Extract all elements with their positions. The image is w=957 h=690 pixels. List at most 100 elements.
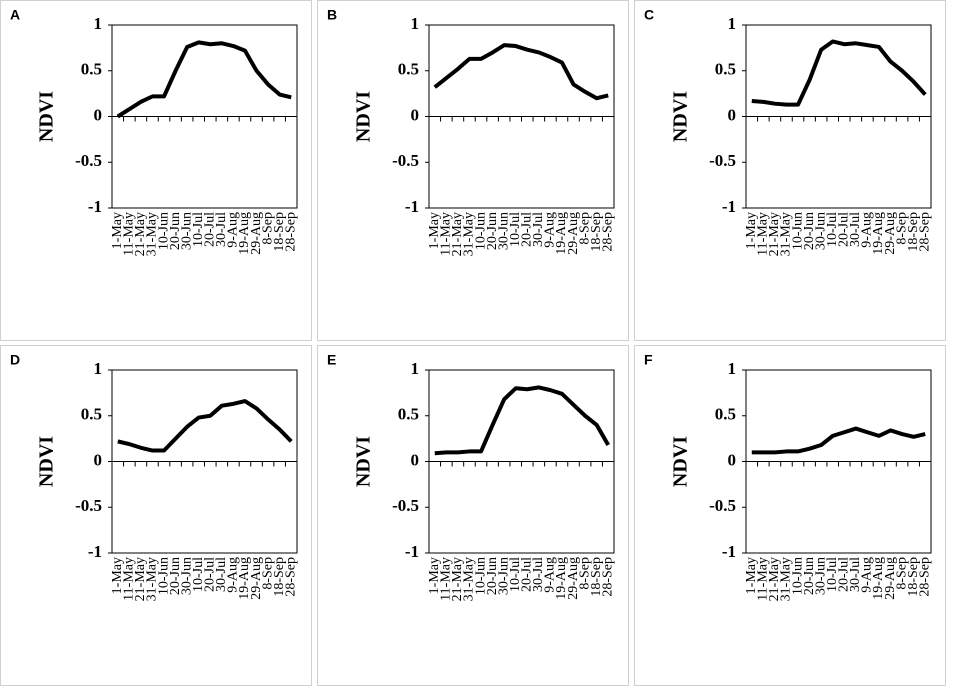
x-tick-label: 29-Aug	[249, 212, 264, 255]
x-tick-label: 30-Jul	[848, 557, 863, 592]
x-tick-label: 9-Aug	[226, 557, 241, 593]
ndvi-line	[116, 40, 292, 119]
x-tick-label: 28-Sep	[600, 212, 615, 252]
panel: DNDVI-1-0.500.511-May11-May21-May31-May1…	[0, 345, 312, 686]
x-tick-label: 1-May	[427, 557, 442, 594]
panel-label: A	[10, 7, 20, 23]
x-tick-label: 18-Sep	[589, 557, 604, 597]
x-tick-label: 31-May	[462, 557, 477, 601]
x-tick-label: 19-Aug	[237, 557, 252, 600]
x-tick-label: 20-Jun	[802, 212, 817, 250]
panel-border	[634, 0, 946, 341]
y-tick-label: 0	[411, 105, 420, 124]
x-tick-label: 1-May	[427, 212, 442, 249]
ndvi-line	[751, 39, 927, 107]
y-tick-label: -0.5	[75, 496, 102, 515]
x-tick-label: 11-May	[439, 212, 454, 256]
y-tick-label: -1	[88, 542, 102, 561]
x-tick-label: 31-May	[462, 212, 477, 256]
x-tick-label: 20-Jul	[520, 557, 535, 592]
y-tick-label: -0.5	[392, 496, 419, 515]
x-tick-label: 29-Aug	[566, 557, 581, 600]
x-tick-label: 20-Jun	[168, 212, 183, 250]
x-tick-label: 31-May	[145, 212, 160, 256]
x-tick-label: 30-Jun	[813, 212, 828, 250]
y-tick-label: -0.5	[392, 151, 419, 170]
y-tick-label: 0.5	[398, 405, 419, 424]
x-tick-label: 10-Jun	[473, 212, 488, 250]
y-axis-label: NDVI	[670, 436, 692, 487]
y-tick-label: -1	[722, 197, 736, 216]
panel: CNDVI-1-0.500.511-May11-May21-May31-May1…	[634, 0, 946, 341]
x-tick-label: 8-Sep	[260, 212, 275, 245]
x-tick-label: 8-Sep	[894, 212, 909, 245]
x-tick-label: 31-May	[779, 557, 794, 601]
x-tick-label: 28-Sep	[917, 212, 932, 252]
x-tick-label: 30-Jul	[848, 212, 863, 247]
x-tick-label: 18-Sep	[272, 212, 287, 252]
y-tick-label: 0	[411, 450, 420, 469]
x-tick-label: 30-Jun	[496, 557, 511, 595]
x-tick-label: 1-May	[744, 212, 759, 249]
x-tick-label: 18-Sep	[589, 212, 604, 252]
x-tick-label: 28-Sep	[917, 557, 932, 597]
x-tick-label: 29-Aug	[566, 212, 581, 255]
y-tick-label: -0.5	[75, 151, 102, 170]
x-tick-label: 30-Jul	[531, 212, 546, 247]
y-tick-label: -1	[88, 197, 102, 216]
x-tick-label: 9-Aug	[543, 557, 558, 593]
ndvi-line	[117, 399, 293, 453]
x-tick-label: 1-May	[110, 212, 125, 249]
ndvi-line	[434, 385, 610, 456]
x-tick-label: 11-May	[756, 557, 771, 601]
x-tick-label: 9-Aug	[543, 212, 558, 248]
panel: ANDVI-1-0.500.511-May11-May21-May31-May1…	[0, 0, 312, 341]
y-tick-label: 1	[94, 359, 103, 378]
panel: BNDVI-1-0.500.511-May11-May21-May31-May1…	[317, 0, 629, 341]
x-tick-label: 31-May	[145, 557, 160, 601]
panel-label: B	[327, 7, 337, 23]
y-tick-label: 0.5	[81, 405, 102, 424]
y-axis-label: NDVI	[36, 91, 58, 142]
panel-label: D	[10, 352, 20, 368]
x-tick-label: 19-Aug	[554, 212, 569, 255]
x-tick-label: 20-Jun	[802, 557, 817, 595]
x-tick-label: 30-Jun	[179, 557, 194, 595]
x-tick-label: 30-Jun	[813, 557, 828, 595]
x-tick-label: 1-May	[744, 557, 759, 594]
y-axis-label: NDVI	[353, 91, 375, 142]
x-tick-label: 21-May	[450, 212, 465, 256]
x-tick-label: 30-Jul	[214, 557, 229, 592]
y-tick-label: 0.5	[715, 405, 736, 424]
x-tick-label: 21-May	[133, 557, 148, 601]
x-tick-label: 10-Jul	[191, 212, 206, 247]
panel-label: F	[644, 352, 653, 368]
x-tick-label: 9-Aug	[860, 557, 875, 593]
x-tick-label: 20-Jul	[837, 557, 852, 592]
y-tick-label: 1	[411, 359, 420, 378]
x-tick-label: 30-Jul	[531, 557, 546, 592]
y-tick-label: 1	[94, 14, 103, 33]
y-axis-label: NDVI	[670, 91, 692, 142]
x-tick-label: 20-Jun	[485, 212, 500, 250]
x-tick-label: 20-Jul	[203, 557, 218, 592]
x-tick-label: 30-Jun	[496, 212, 511, 250]
x-tick-label: 20-Jun	[485, 557, 500, 595]
x-tick-label: 20-Jul	[837, 212, 852, 247]
ndvi-line	[433, 43, 609, 101]
x-tick-label: 1-May	[110, 557, 125, 594]
x-tick-label: 8-Sep	[577, 212, 592, 245]
y-tick-label: 0	[94, 450, 103, 469]
y-tick-label: 1	[728, 359, 737, 378]
y-tick-label: -0.5	[709, 151, 736, 170]
y-tick-label: 0.5	[715, 60, 736, 79]
y-axis-label: NDVI	[36, 436, 58, 487]
x-tick-label: 10-Jun	[790, 212, 805, 250]
y-tick-label: -1	[405, 197, 419, 216]
x-tick-label: 10-Jun	[790, 557, 805, 595]
x-tick-label: 8-Sep	[577, 557, 592, 590]
y-tick-label: 0.5	[398, 60, 419, 79]
x-tick-label: 19-Aug	[871, 557, 886, 600]
